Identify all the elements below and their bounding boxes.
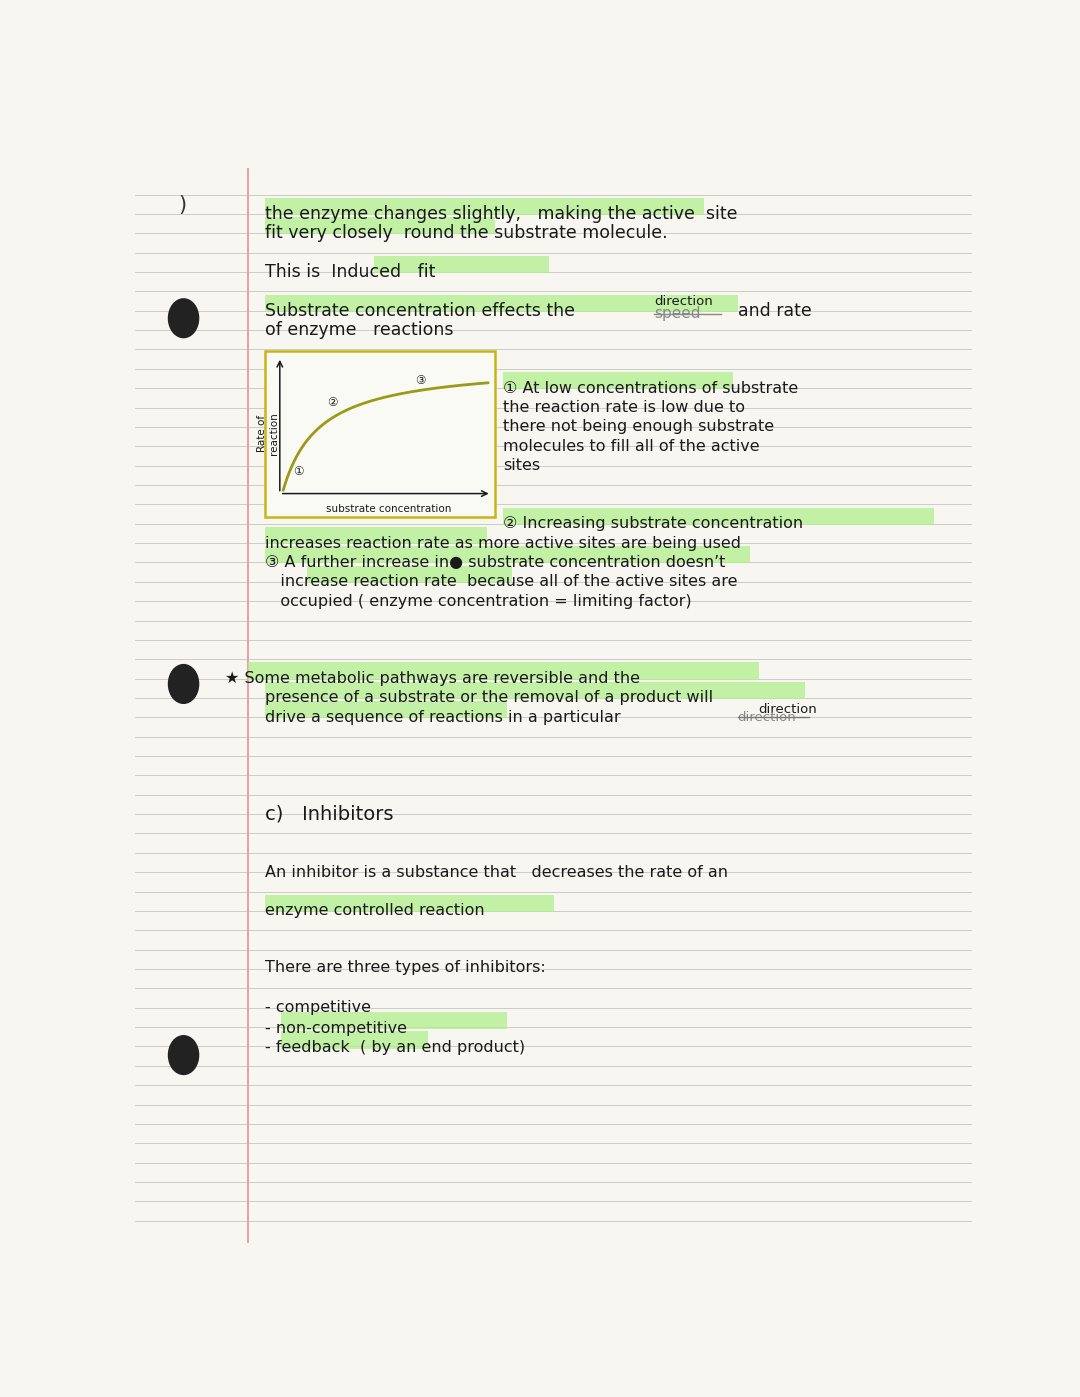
Text: fit very closely  round the substrate molecule.: fit very closely round the substrate mol… [265,225,667,242]
Text: Rate of
reaction: Rate of reaction [257,412,279,455]
Text: presence of a substrate or the removal of a product will: presence of a substrate or the removal o… [265,690,713,705]
Text: This is  Induced   fit: This is Induced fit [265,263,435,281]
Text: ): ) [178,196,187,215]
FancyBboxPatch shape [282,1031,428,1049]
Text: ② Increasing substrate concentration: ② Increasing substrate concentration [503,517,804,531]
Text: There are three types of inhibitors:: There are three types of inhibitors: [265,961,545,975]
Text: sites: sites [503,458,540,474]
FancyBboxPatch shape [503,372,733,390]
Circle shape [168,665,199,703]
Text: drive a sequence of reactions in a particular: drive a sequence of reactions in a parti… [265,710,620,725]
Text: ①: ① [294,465,305,478]
Text: substrate concentration: substrate concentration [325,504,450,514]
Text: Substrate concentration effects the: Substrate concentration effects the [265,302,575,320]
Text: direction: direction [738,711,796,724]
Text: of enzyme   reactions: of enzyme reactions [265,321,454,339]
FancyBboxPatch shape [265,546,751,563]
Text: c)   Inhibitors: c) Inhibitors [265,805,393,824]
Text: direction: direction [758,703,818,717]
FancyBboxPatch shape [265,682,805,698]
Text: increase reaction rate  because all of the active sites are: increase reaction rate because all of th… [265,574,738,590]
Text: occupied ( enzyme concentration = limiting factor): occupied ( enzyme concentration = limiti… [265,594,691,609]
FancyBboxPatch shape [265,351,495,517]
Text: enzyme controlled reaction: enzyme controlled reaction [265,904,484,918]
FancyBboxPatch shape [374,256,550,272]
Text: the enzyme changes slightly,   making the active  site: the enzyme changes slightly, making the … [265,205,738,224]
Text: - feedback  ( by an end product): - feedback ( by an end product) [265,1039,525,1055]
Text: ②: ② [327,395,337,409]
FancyBboxPatch shape [265,198,704,215]
FancyBboxPatch shape [265,295,738,312]
Text: - non-competitive: - non-competitive [265,1021,407,1035]
Text: and rate: and rate [738,302,811,320]
FancyBboxPatch shape [503,507,934,525]
Text: An inhibitor is a substance that   decreases the rate of an: An inhibitor is a substance that decreas… [265,865,728,880]
Text: - competitive: - competitive [265,1000,370,1016]
Circle shape [168,1035,199,1074]
Text: ★ Some metabolic pathways are reversible and the: ★ Some metabolic pathways are reversible… [226,671,640,686]
Text: ① At low concentrations of substrate: ① At low concentrations of substrate [503,380,798,395]
Text: there not being enough substrate: there not being enough substrate [503,419,774,434]
Text: the reaction rate is low due to: the reaction rate is low due to [503,400,745,415]
FancyBboxPatch shape [265,527,486,545]
Text: ③: ③ [416,373,426,387]
Circle shape [168,299,199,338]
Text: increases reaction rate as more active sites are being used: increases reaction rate as more active s… [265,535,741,550]
Text: molecules to fill all of the active: molecules to fill all of the active [503,439,760,454]
FancyBboxPatch shape [282,1011,508,1030]
FancyBboxPatch shape [265,701,508,718]
FancyBboxPatch shape [265,895,554,912]
FancyBboxPatch shape [307,566,512,583]
Text: speed: speed [653,306,701,321]
Text: ③ A further increase in● substrate concentration doesn’t: ③ A further increase in● substrate conce… [265,555,725,570]
FancyBboxPatch shape [265,217,495,235]
FancyBboxPatch shape [248,662,758,680]
Text: direction: direction [653,295,713,307]
